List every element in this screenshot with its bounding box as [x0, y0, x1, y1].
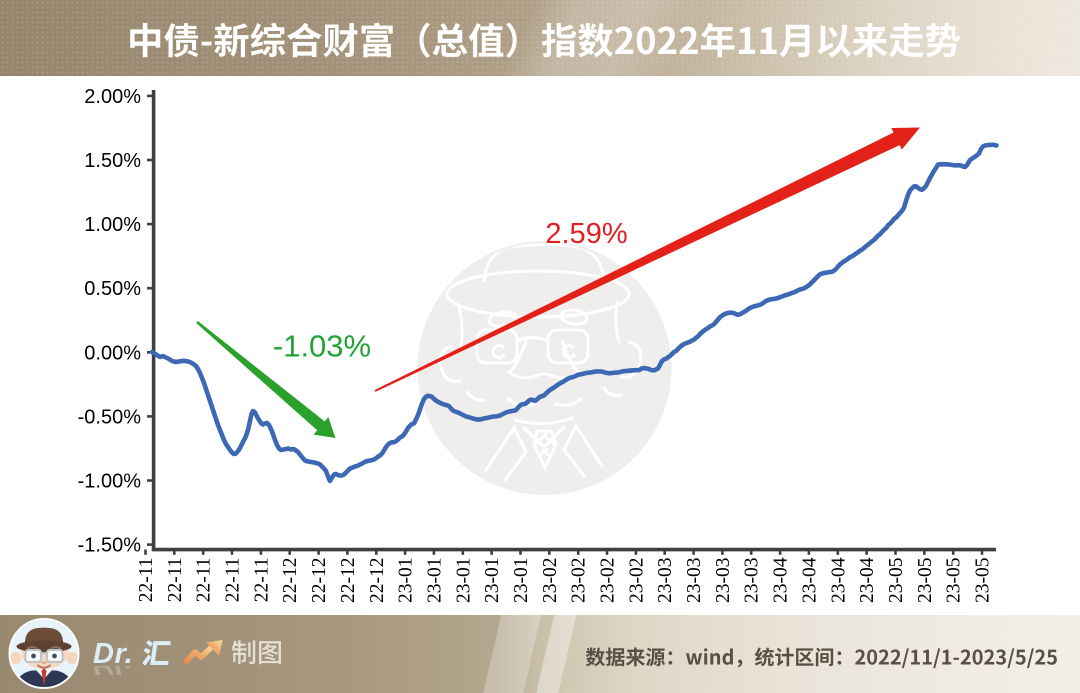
svg-text:2.00%: 2.00%: [84, 86, 141, 108]
svg-text:Dr.: Dr.: [93, 638, 133, 670]
svg-text:-1.03%: -1.03%: [273, 329, 371, 364]
svg-text:22-12: 22-12: [309, 558, 330, 604]
svg-text:22-11: 22-11: [165, 558, 186, 603]
svg-text:0.00%: 0.00%: [84, 342, 141, 364]
svg-text:23-02: 23-02: [626, 558, 647, 604]
svg-text:23-04: 23-04: [857, 557, 878, 603]
svg-text:22-11: 22-11: [251, 558, 272, 603]
svg-text:23-03: 23-03: [684, 558, 705, 604]
svg-text:23-02: 23-02: [569, 558, 590, 604]
svg-text:23-03: 23-03: [742, 558, 763, 604]
svg-text:23-05: 23-05: [886, 558, 907, 604]
svg-text:23-03: 23-03: [713, 558, 734, 604]
svg-text:-0.50%: -0.50%: [78, 406, 142, 428]
svg-text:0.50%: 0.50%: [84, 278, 141, 300]
svg-text:22-12: 22-12: [367, 558, 388, 604]
svg-text:23-01: 23-01: [482, 558, 503, 604]
svg-text:23-02: 23-02: [540, 558, 561, 604]
svg-text:22-11: 22-11: [194, 558, 215, 603]
svg-text:1.50%: 1.50%: [84, 150, 141, 172]
svg-text:Dr.: Dr.: [93, 657, 133, 689]
svg-text:1.00%: 1.00%: [84, 214, 141, 236]
svg-text:22-11: 22-11: [223, 558, 244, 603]
svg-text:23-05: 23-05: [944, 558, 965, 604]
svg-text:23-03: 23-03: [655, 558, 676, 604]
svg-text:22-11: 22-11: [136, 558, 157, 603]
svg-text:23-01: 23-01: [453, 558, 474, 604]
svg-text:23-01: 23-01: [396, 558, 417, 604]
svg-text:23-04: 23-04: [828, 557, 849, 603]
svg-text:23-05: 23-05: [915, 558, 936, 604]
svg-text:22-12: 22-12: [280, 558, 301, 604]
svg-text:23-01: 23-01: [424, 558, 445, 604]
svg-text:-1.50%: -1.50%: [78, 535, 142, 557]
svg-text:23-04: 23-04: [771, 557, 792, 603]
svg-text:-1.00%: -1.00%: [78, 471, 142, 493]
svg-text:23-02: 23-02: [598, 558, 619, 604]
svg-text:23-01: 23-01: [511, 558, 532, 604]
svg-text:23-05: 23-05: [973, 558, 994, 604]
svg-text:2.59%: 2.59%: [545, 218, 627, 250]
svg-text:22-12: 22-12: [338, 558, 359, 604]
svg-text:23-04: 23-04: [799, 557, 820, 603]
